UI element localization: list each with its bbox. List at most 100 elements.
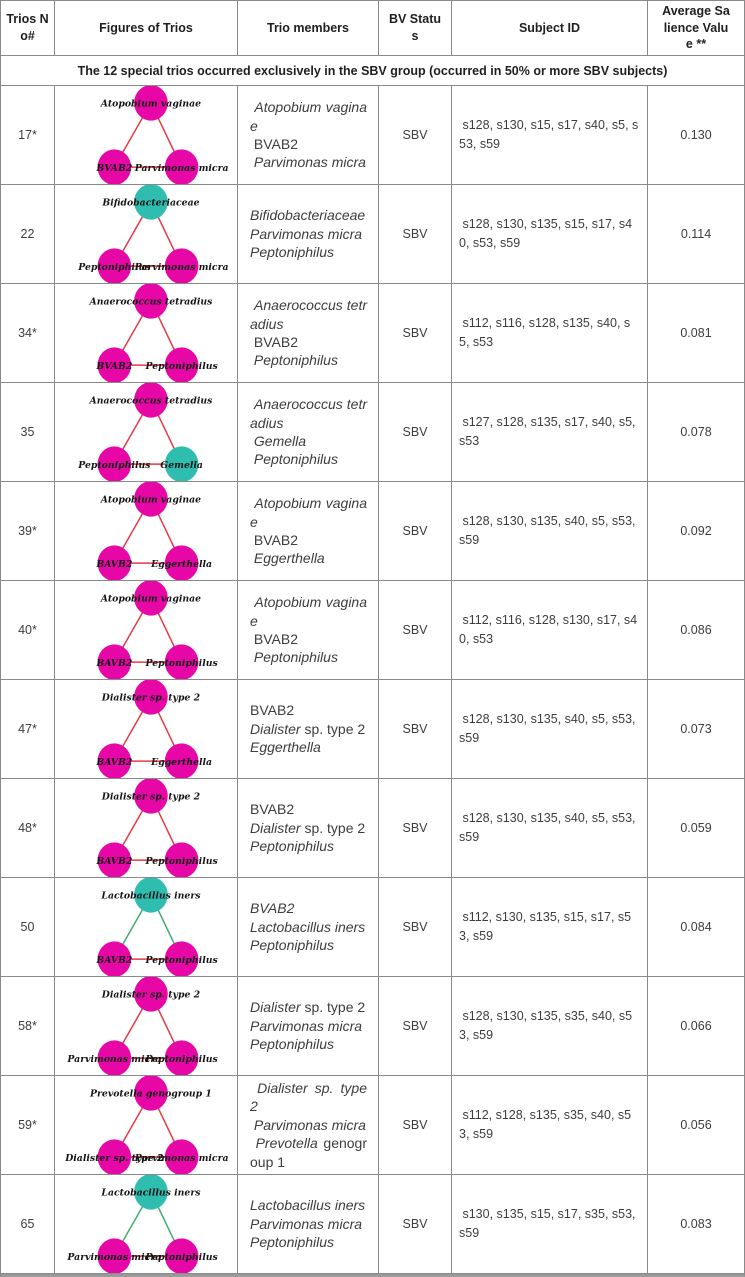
bv-status: SBV (379, 878, 452, 977)
trio-member-segment: Dialister (250, 999, 301, 1016)
trio-member: Atopobium vaginae (250, 494, 367, 531)
trio-member: BVAB2 (250, 333, 367, 351)
bv-status: SBV (379, 680, 452, 779)
salience-value: 0.073 (648, 680, 744, 779)
trio-triangle-figure: Dialister sp. type 2 BAVB2 Peptoniphilus (95, 779, 218, 877)
trio-member-segment: BVAB2 (250, 631, 298, 647)
salience-value: 0.066 (648, 977, 744, 1076)
header-trios-no: Trios No# (1, 1, 55, 56)
trio-member-segment: BVAB2 (250, 532, 298, 548)
trio-triangle-figure: Atopobium vaginae BAVB2 Peptoniphilus (95, 581, 218, 679)
table-row: 48* Dialister sp. type 2 BAVB2 Peptoniphilu… (1, 779, 744, 878)
trio-member: Parvimonas micra (250, 1017, 367, 1035)
trio-node-right (164, 248, 199, 283)
trio-member-segment: sp. type 2 (300, 999, 366, 1016)
trio-node-right (164, 842, 199, 877)
trio-node-label: Parvimonas micra (66, 1252, 161, 1263)
trio-member: BVAB2 (250, 701, 367, 719)
trio-member-segment: BVAB2 (250, 136, 298, 152)
trio-number: 35 (1, 383, 55, 482)
trio-number: 50 (1, 878, 55, 977)
trio-member-segment: Parvimonas micra (250, 1017, 363, 1034)
subject-ids-text: s127, s128, s135, s17, s40, s5, s53 (459, 415, 639, 448)
trio-node-right (164, 347, 199, 382)
salience-value: 0.084 (648, 878, 744, 977)
trio-node-right (164, 644, 199, 679)
header-trios-no-label: Trios No# (6, 12, 49, 43)
trio-member-segment: sp. type 2 (300, 819, 366, 836)
trio-triangle-figure: Atopobium vaginae BAVB2 Eggerthella (95, 482, 212, 580)
trio-node-right (164, 1139, 199, 1174)
trio-member-segment: sp. type 2 (300, 720, 366, 737)
trio-member-segment: Anaerococcus tetradius (250, 297, 367, 332)
trio-node-label: BVAB2 (95, 361, 132, 372)
trio-member: Peptoniphilus (250, 450, 367, 468)
trio-node-label: Parvimonas micra (134, 1153, 229, 1164)
trio-node-top (134, 977, 168, 1012)
trio-triangle-figure: Atopobium vaginae BVAB2 Parvimonas micra (95, 86, 229, 184)
subject-ids-text: s112, s130, s135, s15, s17, s53, s59 (459, 910, 632, 943)
bv-status: SBV (379, 86, 452, 185)
header-figures-label: Figures of Trios (99, 20, 193, 35)
trio-number: 58* (1, 977, 55, 1076)
subject-ids: s128, s130, s135, s15, s17, s40, s53, s5… (452, 185, 648, 284)
header-trio-members-label: Trio members (267, 20, 349, 35)
salience-value: 0.059 (648, 779, 744, 878)
trio-triangle-figure: Dialister sp. type 2 BAVB2 Eggerthella (95, 680, 212, 778)
trio-node-left (97, 1040, 132, 1075)
trio-triangle-figure: Prevotella genogroup 1 Dialister sp. type… (64, 1076, 229, 1174)
subject-ids: s127, s128, s135, s17, s40, s5, s53 (452, 383, 648, 482)
trio-node-label: Lactobacillus iners (100, 1187, 201, 1198)
trio-member: Peptoniphilus (250, 837, 367, 855)
trio-node-label: BAVB2 (95, 856, 132, 867)
header-bv-status: BV Status (379, 1, 452, 56)
subject-ids-text: s128, s130, s135, s40, s5, s53, s59 (459, 712, 639, 745)
subject-ids-text: s130, s135, s15, s17, s35, s53, s59 (459, 1207, 639, 1240)
subject-ids: s128, s130, s135, s40, s5, s53, s59 (452, 680, 648, 779)
bv-status: SBV (379, 284, 452, 383)
trio-node-label: BAVB2 (95, 955, 132, 966)
header-subject-id-label: Subject ID (518, 20, 581, 35)
trio-member: Dialister sp. type 2 (250, 720, 367, 738)
trio-node-left (97, 347, 132, 382)
trio-member-segment: Peptoniphilus (250, 1234, 335, 1251)
trio-node-label: Peptoniphilus (144, 658, 218, 669)
trio-member: Dialister sp. type 2 (250, 1079, 367, 1116)
trio-node-label: Dialister sp. type 2 (64, 1153, 164, 1164)
trio-node-left (97, 1139, 132, 1174)
trio-node-top (134, 1175, 168, 1210)
trio-node-top (134, 680, 168, 715)
trio-figure: Anaerococcus tetradius Peptoniphilus Gemel… (55, 383, 238, 482)
salience-value: 0.083 (648, 1175, 744, 1274)
trio-members: Dialister sp. type 2 Parvimonas micra Pr… (238, 1076, 379, 1175)
trio-node-right (164, 446, 199, 481)
trio-figure: Dialister sp. type 2 BAVB2 Eggerthella (55, 680, 238, 779)
trio-number: 34* (1, 284, 55, 383)
trio-number: 17* (1, 86, 55, 185)
trio-member: Peptoniphilus (250, 1035, 367, 1053)
trio-member-segment: BVAB2 (250, 900, 295, 917)
trio-node-right (164, 1238, 199, 1273)
table-row: 47* Dialister sp. type 2 BAVB2 Eggerthella B… (1, 680, 744, 779)
trio-member-segment: Atopobium vaginae (250, 495, 367, 530)
trio-figure: Atopobium vaginae BAVB2 Eggerthella (55, 482, 238, 581)
trio-member-segment: Prevotella (250, 1135, 318, 1152)
trio-node-top (134, 878, 168, 913)
trio-node-label: Atopobium vaginae (100, 593, 201, 604)
trio-node-label: Eggerthella (150, 757, 212, 768)
subject-ids: s130, s135, s15, s17, s35, s53, s59 (452, 1175, 648, 1274)
subject-ids-text: s128, s130, s135, s15, s17, s40, s53, s5… (459, 217, 633, 250)
trio-number: 48* (1, 779, 55, 878)
trio-node-label: Peptoniphilus (144, 1054, 218, 1065)
trio-member-segment: Peptoniphilus (250, 352, 338, 369)
trio-node-left (97, 248, 132, 283)
trio-node-left (97, 743, 132, 778)
subject-ids: s112, s116, s128, s135, s40, s5, s53 (452, 284, 648, 383)
table-subheader: The 12 special trios occurred exclusivel… (1, 56, 744, 86)
trio-members: Atopobium vaginae BVAB2 Parvimonas micra (238, 86, 379, 185)
trio-members: Atopobium vaginae BVAB2 Eggerthella (238, 482, 379, 581)
trio-member: Peptoniphilus (250, 1233, 367, 1251)
trio-members: Bifidobacteriaceae Parvimonas micra Pepton… (238, 185, 379, 284)
trio-triangle-figure: Lactobacillus iners Parvimonas micraPepto… (66, 1175, 218, 1273)
trio-node-left (97, 1238, 132, 1273)
